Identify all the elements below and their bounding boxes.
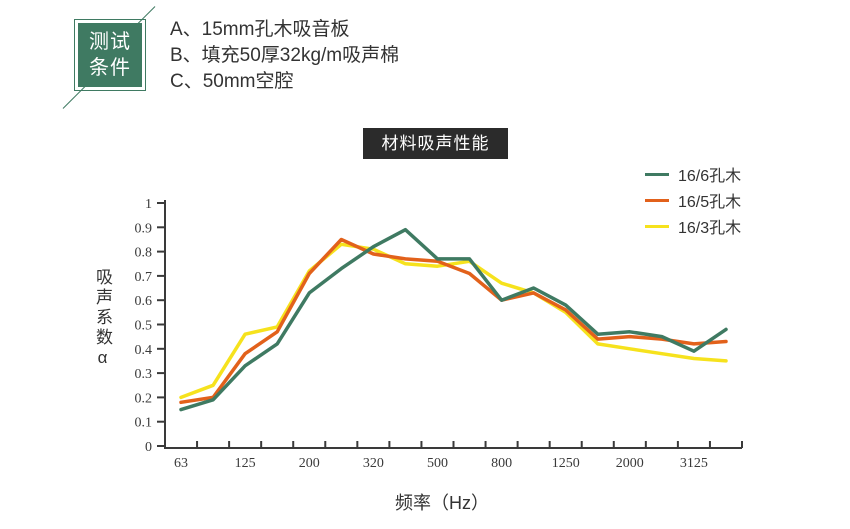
x-tick-label: 3125 [680, 456, 708, 471]
chart-title: 材料吸声性能 [363, 128, 508, 159]
x-tick-label: 2000 [616, 456, 644, 471]
legend-label: 16/3孔木 [678, 220, 742, 237]
condition-item-a: A、15mm孔木吸音板 [170, 19, 350, 40]
y-tick-label: 1 [145, 197, 152, 212]
x-tick-label: 63 [174, 456, 188, 471]
y-tick-label: 0.3 [135, 367, 153, 382]
x-tick-label: 800 [491, 456, 512, 471]
y-tick-label: 0.2 [135, 391, 153, 406]
y-tick-label: 0.6 [135, 294, 153, 309]
y-tick-label: 0.5 [135, 319, 153, 334]
y-axis-title: 吸声系数α [93, 268, 112, 370]
y-tick-label: 0.4 [135, 343, 153, 358]
x-tick-label: 200 [299, 456, 320, 471]
series-line-16/3孔木 [179, 242, 728, 400]
legend-item: 16/5孔木 [645, 187, 741, 213]
chart-legend: 16/6孔木 16/5孔木 16/3孔木 [645, 161, 741, 239]
legend-label: 16/5孔木 [678, 194, 742, 211]
y-tick-label: 0.9 [135, 221, 153, 236]
legend-label: 16/6孔木 [678, 168, 742, 185]
x-axis-title: 频率（Hz） [395, 493, 489, 513]
x-tick-label: 1250 [552, 456, 580, 471]
test-conditions-badge-inner: 测试 条件 [78, 23, 142, 87]
legend-line-swatch-icon [645, 172, 669, 176]
series-line-16/6孔木 [179, 227, 728, 412]
conditions-list: A、15mm孔木吸音板 B、填充50厚32kg/m吸声棉 C、50mm空腔 [170, 17, 399, 95]
badge-line-2: 条件 [89, 57, 131, 79]
y-tick-label: 0.8 [135, 246, 153, 261]
series-line-16/5孔木 [179, 237, 728, 405]
axis-lines [164, 200, 742, 449]
y-tick-label: 0 [145, 440, 152, 455]
x-tick-label: 320 [363, 456, 384, 471]
x-tick-label: 125 [235, 456, 256, 471]
legend-item: 16/6孔木 [645, 161, 741, 187]
y-tick-label: 0.7 [135, 270, 153, 285]
condition-item-c: C、50mm空腔 [170, 71, 294, 92]
test-conditions-badge: 测试 条件 [74, 19, 146, 91]
badge-line-1: 测试 [89, 31, 131, 53]
x-tick-label: 500 [427, 456, 448, 471]
condition-item-b: B、填充50厚32kg/m吸声棉 [170, 45, 400, 66]
legend-line-swatch-icon [645, 198, 669, 202]
y-tick-label: 0.1 [135, 416, 153, 431]
legend-line-swatch-icon [645, 224, 669, 228]
legend-item: 16/3孔木 [645, 213, 741, 239]
